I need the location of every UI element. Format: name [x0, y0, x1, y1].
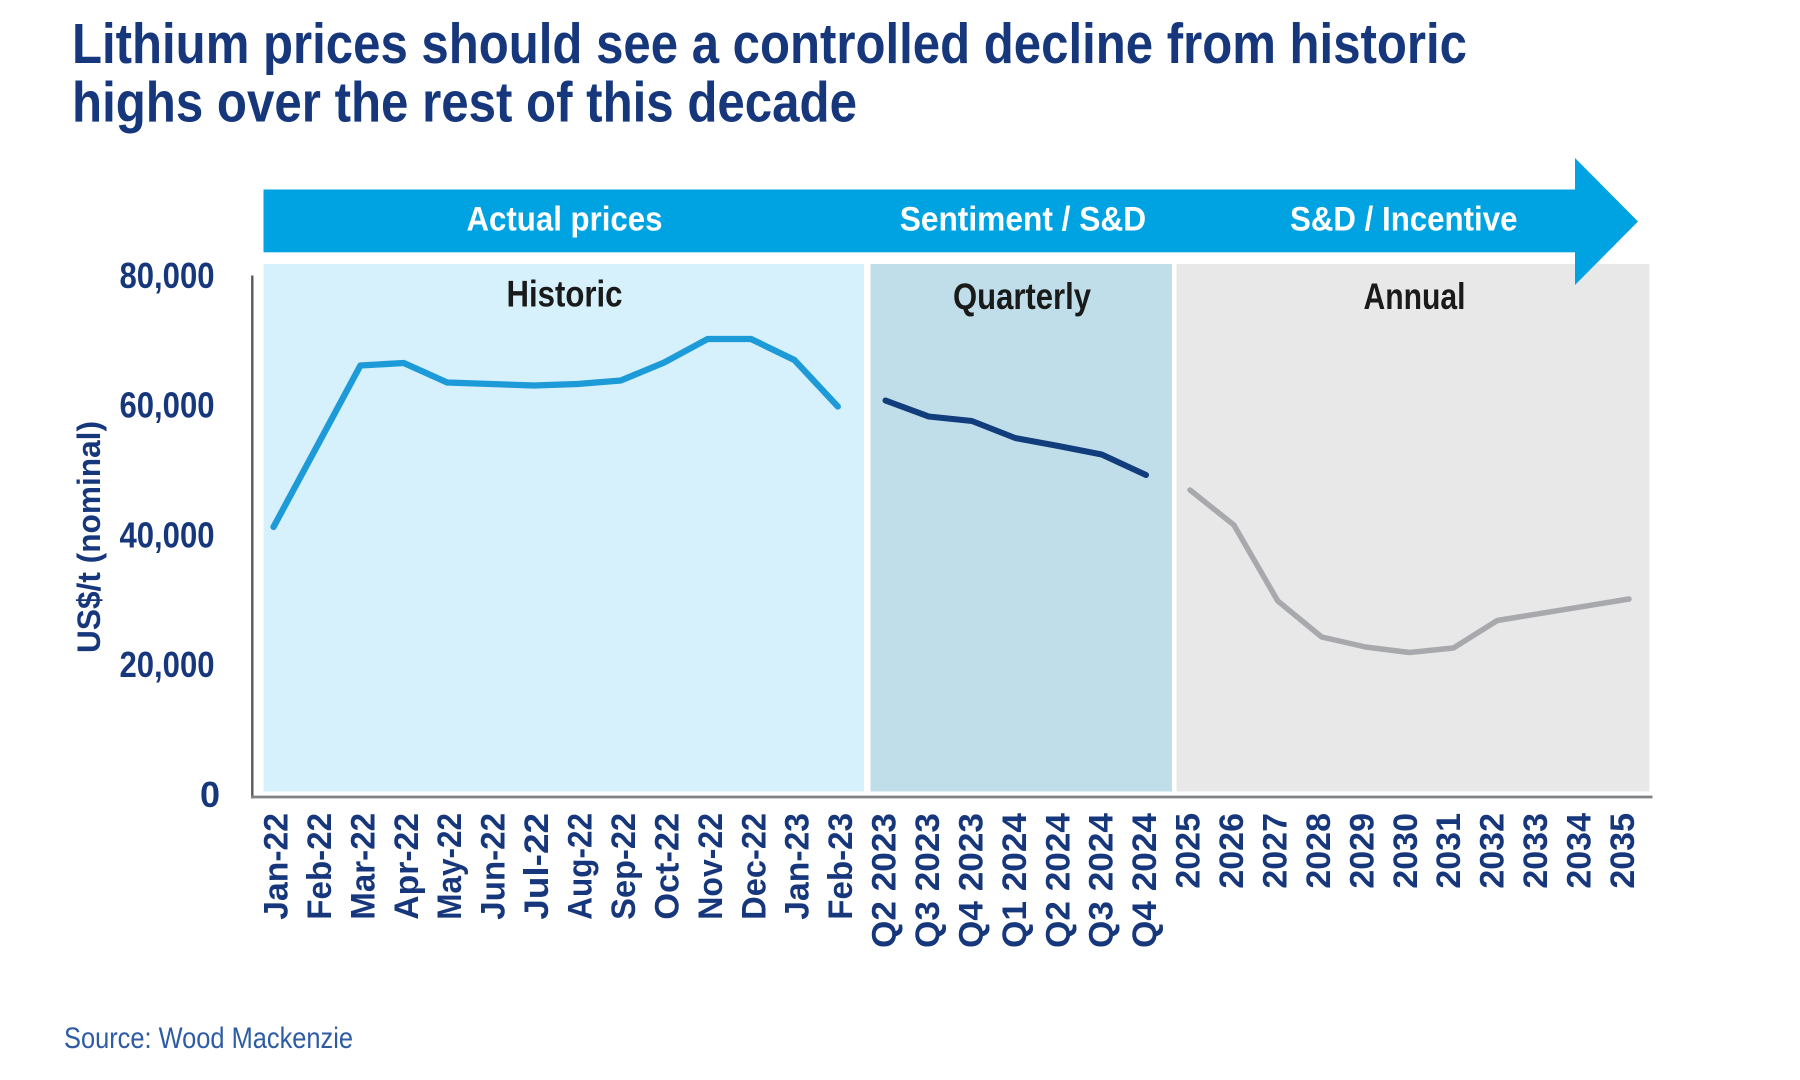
svg-text:2027: 2027 [1257, 813, 1295, 889]
svg-text:Q2 2024: Q2 2024 [1039, 813, 1077, 948]
svg-text:Quarterly: Quarterly [953, 275, 1091, 317]
svg-text:Source: Wood Mackenzie: Source: Wood Mackenzie [64, 1022, 353, 1055]
svg-text:Q4 2024: Q4 2024 [1126, 813, 1164, 948]
svg-text:2026: 2026 [1213, 813, 1251, 889]
svg-text:Apr-22: Apr-22 [388, 813, 426, 920]
svg-text:Q2 2023: Q2 2023 [866, 813, 904, 948]
svg-text:Q3 2023: Q3 2023 [909, 813, 947, 948]
svg-text:May-22: May-22 [431, 813, 469, 920]
svg-text:2032: 2032 [1474, 813, 1512, 889]
svg-text:2028: 2028 [1300, 813, 1338, 889]
svg-text:2034: 2034 [1561, 813, 1599, 889]
svg-text:highs over the rest of this de: highs over the rest of this decade [72, 71, 857, 135]
svg-text:2029: 2029 [1343, 813, 1381, 889]
svg-text:2031: 2031 [1430, 813, 1468, 889]
svg-text:Lithium prices should see a co: Lithium prices should see a controlled d… [72, 12, 1467, 76]
svg-text:Jan-22: Jan-22 [258, 813, 296, 920]
svg-text:60,000: 60,000 [120, 385, 215, 426]
svg-text:2033: 2033 [1517, 813, 1555, 889]
svg-text:Q4 2023: Q4 2023 [952, 813, 990, 948]
svg-text:Aug-22: Aug-22 [562, 813, 600, 920]
svg-text:Annual: Annual [1364, 275, 1466, 317]
svg-text:20,000: 20,000 [120, 644, 215, 685]
svg-text:Q1 2024: Q1 2024 [996, 813, 1034, 948]
svg-text:Actual prices: Actual prices [467, 200, 663, 238]
svg-text:Historic: Historic [507, 272, 623, 314]
svg-text:Mar-22: Mar-22 [344, 813, 382, 920]
svg-text:80,000: 80,000 [120, 255, 215, 296]
svg-text:Nov-22: Nov-22 [692, 813, 730, 920]
svg-text:Q3 2024: Q3 2024 [1083, 813, 1121, 948]
svg-text:Dec-22: Dec-22 [735, 813, 773, 920]
svg-text:2035: 2035 [1604, 813, 1642, 889]
svg-text:Feb-23: Feb-23 [822, 813, 860, 920]
svg-text:0: 0 [200, 774, 220, 815]
svg-text:Feb-22: Feb-22 [301, 813, 339, 920]
svg-text:US$/t (nominal): US$/t (nominal) [71, 421, 107, 653]
svg-text:2030: 2030 [1387, 813, 1425, 889]
svg-text:Oct-22: Oct-22 [648, 813, 686, 920]
svg-text:Sentiment / S&D: Sentiment / S&D [900, 200, 1146, 238]
svg-text:2025: 2025 [1170, 813, 1208, 889]
svg-text:Jan-23: Jan-23 [779, 813, 817, 920]
svg-text:S&D / Incentive: S&D / Incentive [1290, 200, 1518, 238]
svg-text:40,000: 40,000 [120, 514, 215, 555]
svg-text:Jun-22: Jun-22 [475, 813, 513, 920]
svg-text:Sep-22: Sep-22 [605, 813, 643, 920]
svg-text:Jul-22: Jul-22 [518, 813, 556, 920]
